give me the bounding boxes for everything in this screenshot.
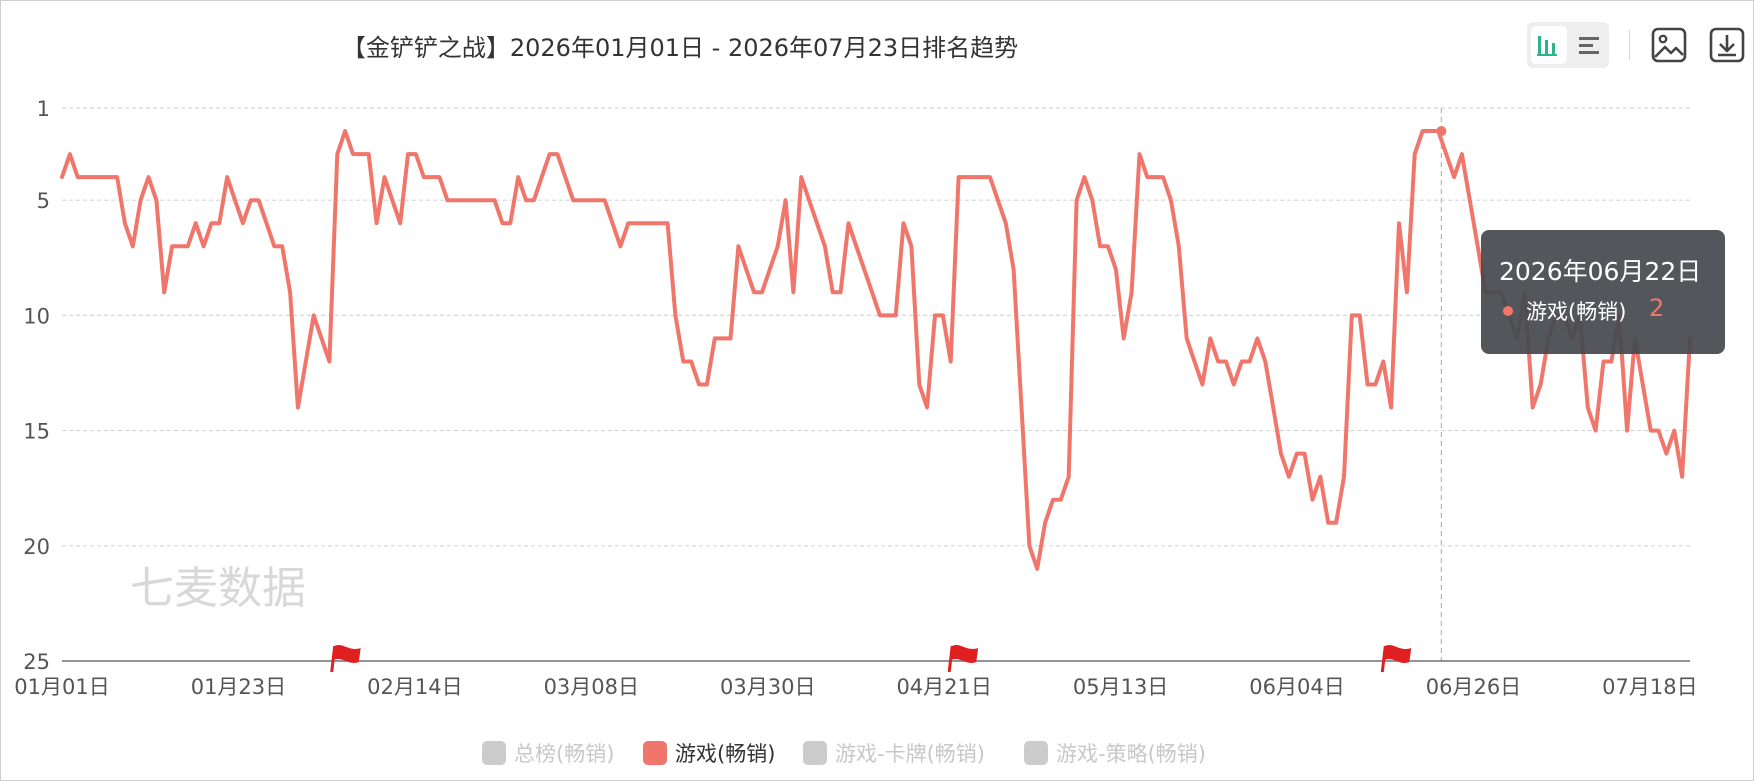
tooltip-series-dot [1503, 306, 1513, 316]
flag-pole [1380, 645, 1387, 673]
chart-title: 【金铲铲之战】2026年01月01日 - 2026年07月23日排名趋势 [341, 34, 1019, 62]
event-flag-icon [1380, 645, 1412, 673]
legend-label: 游戏-卡牌(畅销) [835, 742, 985, 766]
y-tick-label: 10 [23, 304, 50, 328]
legend-swatch [482, 741, 506, 765]
flag-pole [947, 645, 954, 673]
flag-cloth [951, 645, 979, 663]
tooltip: 2026年06月22日 游戏(畅销) 2 [1481, 230, 1725, 354]
image-icon[interactable] [1648, 24, 1690, 66]
event-flags [330, 645, 1412, 673]
series-line-games [60, 129, 1692, 571]
event-flag-icon [330, 645, 361, 673]
watermark: 七麦数据 [130, 563, 306, 614]
legend-item-games[interactable]: 游戏(畅销) [643, 738, 775, 768]
legend-label: 总榜(畅销) [514, 742, 615, 766]
highlight-point [1436, 126, 1447, 137]
tooltip-date: 2026年06月22日 [1499, 257, 1702, 286]
y-tick-label: 15 [23, 420, 50, 444]
legend-swatch [643, 741, 667, 765]
y-tick-label: 20 [23, 535, 50, 559]
legend-item-strategy-games[interactable]: 游戏-策略(畅销) [1024, 738, 1206, 768]
grid-lines [62, 107, 1690, 661]
y-tick-label: 25 [23, 650, 50, 674]
legend-swatch [1024, 741, 1048, 765]
x-tick-label: 05月13日 [1073, 675, 1168, 699]
legend-label: 游戏-策略(畅销) [1056, 742, 1206, 766]
x-tick-label: 07月18日 [1602, 675, 1697, 699]
series-line [60, 126, 1692, 571]
flag-pole [330, 645, 337, 673]
download-icon[interactable] [1706, 24, 1748, 66]
x-tick-label: 01月01日 [14, 675, 109, 699]
x-tick-label: 01月23日 [191, 675, 286, 699]
x-tick-label: 02月14日 [367, 675, 462, 699]
tooltip-series-name: 游戏(畅销) [1526, 300, 1627, 324]
view-toggle-active [1531, 26, 1567, 64]
bar-chart-icon[interactable] [1531, 26, 1567, 64]
view-toggle[interactable] [1527, 22, 1609, 68]
legend-item-total[interactable]: 总榜(畅销) [482, 738, 614, 768]
flag-cloth [1384, 645, 1412, 663]
y-tick-label: 1 [37, 97, 50, 121]
legend-item-card-games[interactable]: 游戏-卡牌(畅销) [803, 738, 985, 768]
x-tick-label: 04月21日 [896, 675, 991, 699]
legend: 总榜(畅销) 游戏(畅销) 游戏-卡牌(畅销) 游戏-策略(畅销) [0, 738, 1754, 768]
legend-swatch [803, 741, 827, 765]
list-icon[interactable] [1572, 26, 1608, 64]
event-flag-icon [947, 645, 979, 673]
x-tick-label: 03月08日 [544, 675, 639, 699]
x-tick-label: 06月04日 [1249, 675, 1344, 699]
legend-label: 游戏(畅销) [675, 742, 776, 766]
tooltip-value: 2 [1649, 294, 1665, 322]
toolbar-divider [1629, 30, 1630, 60]
x-tick-label: 06月26日 [1426, 675, 1521, 699]
x-tick-label: 03月30日 [720, 675, 815, 699]
y-tick-label: 5 [37, 189, 50, 213]
flag-cloth [333, 645, 361, 663]
